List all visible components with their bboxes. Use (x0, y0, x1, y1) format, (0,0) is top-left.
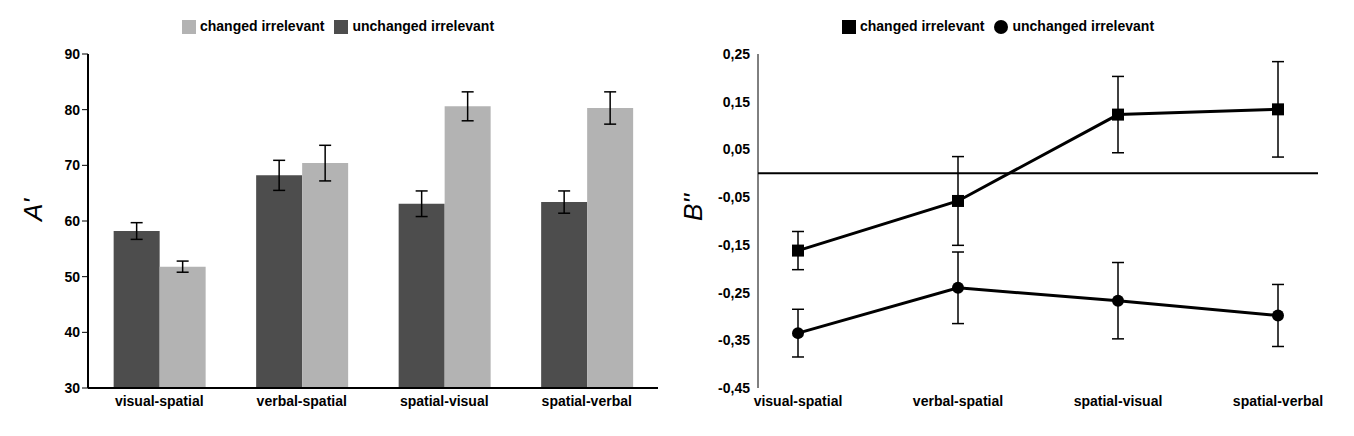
svg-text:-0,15: -0,15 (718, 237, 750, 253)
svg-text:verbal-spatial: verbal-spatial (257, 393, 347, 409)
svg-text:-0,05: -0,05 (718, 189, 750, 205)
svg-text:visual-spatial: visual-spatial (115, 393, 204, 409)
svg-text:visual-spatial: visual-spatial (754, 393, 843, 409)
svg-text:spatial-visual: spatial-visual (400, 393, 489, 409)
svg-text:80: 80 (64, 102, 80, 118)
svg-text:spatial-verbal: spatial-verbal (1233, 393, 1323, 409)
svg-text:90: 90 (64, 46, 80, 62)
svg-text:50: 50 (64, 269, 80, 285)
html-text:unchanged irrelevant: unchanged irrelevant (1012, 18, 1154, 34)
html-text:unchanged irrelevant: unchanged irrelevant (352, 18, 494, 34)
svg-text:-0,25: -0,25 (718, 285, 750, 301)
html-text:changed irrelevant: changed irrelevant (200, 18, 325, 34)
svg-text:60: 60 (64, 213, 80, 229)
svg-text:A': A' (18, 198, 48, 223)
svg-text:0,15: 0,15 (723, 94, 750, 110)
svg-text:70: 70 (64, 157, 80, 173)
svg-text:B'': B'' (678, 193, 708, 221)
svg-text:-0,35: -0,35 (718, 332, 750, 348)
svg-text:spatial-visual: spatial-visual (1074, 393, 1163, 409)
html-text:changed irrelevant: changed irrelevant (860, 18, 985, 34)
svg-text:verbal-spatial: verbal-spatial (913, 393, 1003, 409)
svg-text:30: 30 (64, 380, 80, 396)
svg-text:0,05: 0,05 (723, 141, 750, 157)
svg-text:40: 40 (64, 324, 80, 340)
svg-text:spatial-verbal: spatial-verbal (542, 393, 632, 409)
svg-text:0,25: 0,25 (723, 46, 750, 62)
svg-text:-0,45: -0,45 (718, 380, 750, 396)
